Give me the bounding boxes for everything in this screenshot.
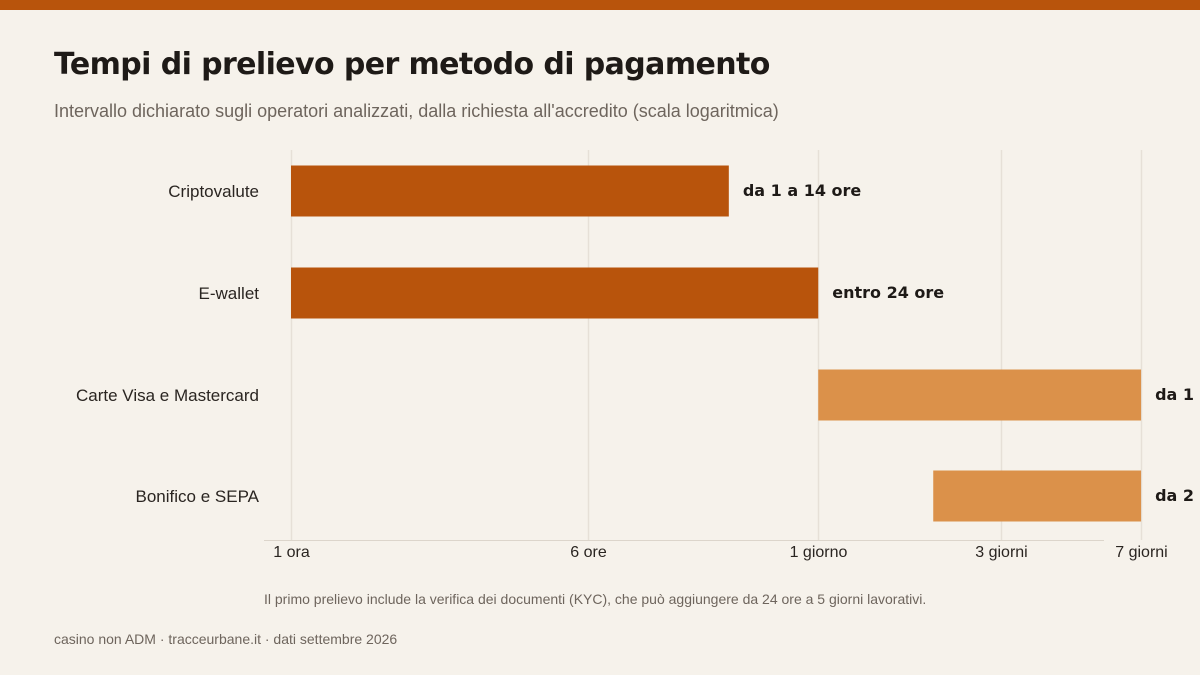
- x-tick-labels: 1 ora 6 ore 1 giorno 3 giorni 7 giorni: [273, 544, 1167, 561]
- bar: [291, 267, 819, 319]
- bars: [291, 165, 1142, 522]
- bar: [291, 165, 729, 217]
- value-label: da 1 a 7 giorni lavorativi: [1155, 385, 1200, 404]
- x-tick-label: 7 giorni: [1115, 544, 1167, 561]
- category-label: E-wallet: [199, 284, 260, 303]
- x-tick-label: 1 ora: [273, 544, 310, 561]
- value-label: entro 24 ore: [832, 283, 944, 302]
- category-label: Bonifico e SEPA: [136, 487, 260, 506]
- accent-top-bar: [0, 0, 1200, 10]
- x-tick-label: 6 ore: [570, 544, 607, 561]
- value-labels: da 1 a 14 ore entro 24 ore da 1 a 7 giorni…: [743, 181, 1200, 505]
- category-labels: Criptovalute E-wallet Carte Visa e Masterc…: [76, 182, 260, 506]
- kyc-note: Il primo prelievo include la verifica de…: [264, 591, 927, 607]
- category-label: Carte Visa e Mastercard: [76, 386, 259, 405]
- bar: [933, 470, 1142, 522]
- chart-subtitle: Intervallo dichiarato sugli operatori an…: [54, 101, 779, 121]
- source-credit: casino non ADM · tracceurbane.it · dati …: [54, 631, 398, 647]
- value-label: da 2 a 7 giorni lavorativi: [1155, 486, 1200, 505]
- bar: [818, 369, 1142, 421]
- x-tick-label: 3 giorni: [975, 544, 1027, 561]
- category-label: Criptovalute: [168, 182, 259, 201]
- value-label: da 1 a 14 ore: [743, 181, 862, 200]
- x-tick-label: 1 giorno: [790, 544, 848, 561]
- chart-title: Tempi di prelievo per metodo di pagament…: [54, 47, 770, 82]
